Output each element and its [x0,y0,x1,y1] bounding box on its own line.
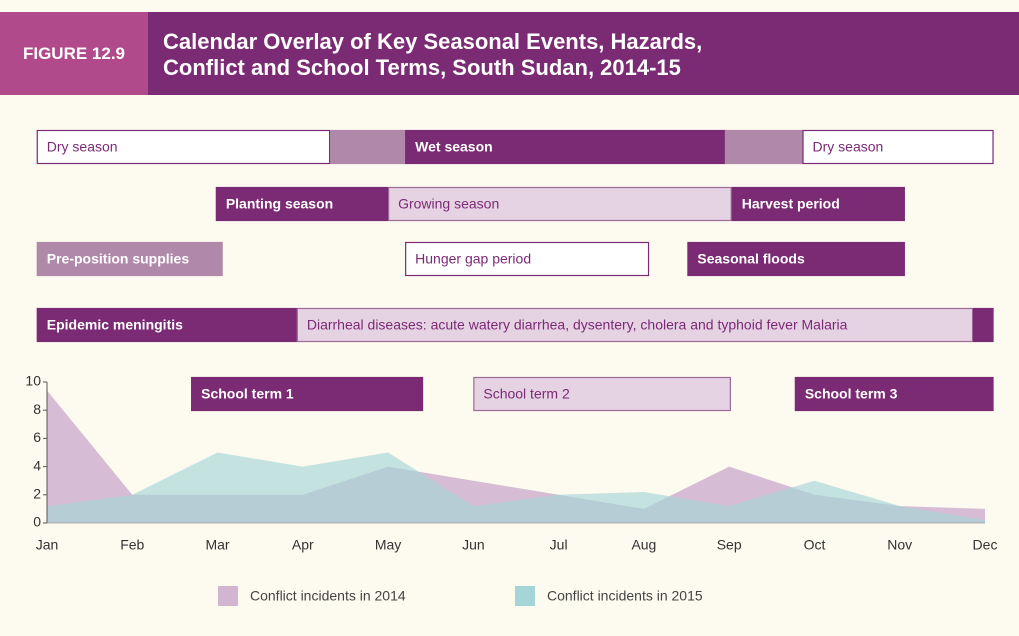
x-tick-label: Oct [804,537,826,553]
timeline-bar [36,129,331,165]
timeline-bar [724,129,803,165]
timeline-label: Harvest period [742,196,840,212]
timeline-bar [387,186,732,222]
legend-swatch [218,586,238,606]
x-tick-label: Jul [550,537,568,553]
y-tick-label: 10 [25,373,41,389]
y-tick-label: 4 [33,457,41,473]
timeline-bar [972,307,994,343]
timeline-bar [687,241,905,277]
x-tick-label: Jun [462,537,485,553]
timeline-label: Dry season [47,139,118,155]
timeline-label: Planting season [226,196,333,212]
x-tick-label: Sep [717,537,742,553]
x-tick-label: Nov [887,537,912,553]
figure-title-box: Calendar Overlay of Key Seasonal Events,… [148,12,1019,95]
legend-label: Conflict incidents in 2014 [250,588,406,604]
timeline-bar [473,376,731,412]
x-tick-label: Feb [120,537,144,553]
figure-title: Calendar Overlay of Key Seasonal Events,… [163,29,703,80]
timeline-bar [405,241,650,277]
timeline-label: Diarrheal diseases: acute watery diarrhe… [307,317,848,333]
timeline-label: School term 3 [805,386,898,402]
timeline-label: Dry season [813,139,884,155]
timeline-label: School term 1 [201,386,294,402]
x-tick-label: Dec [973,537,998,553]
timeline-bar [215,186,389,222]
timeline-label: Hunger gap period [415,251,531,267]
timeline-bar [794,376,994,412]
timeline-bar [405,129,726,165]
timeline-bar [296,307,974,343]
x-tick-label: Apr [292,537,314,553]
x-tick-label: Aug [631,537,656,553]
area [47,452,985,523]
timeline-label: Growing season [398,196,499,212]
timeline-bar [36,307,297,343]
x-tick-label: May [375,537,401,553]
x-tick-label: Mar [205,537,229,553]
timeline-label: Seasonal floods [697,251,805,267]
timeline-bar [330,129,406,165]
x-tick-label: Jan [36,537,59,553]
timeline-bar [36,241,223,277]
y-tick-label: 8 [33,401,41,417]
figure-label: FIGURE 12.9 [0,12,148,95]
y-tick-label: 2 [33,486,41,502]
area [47,390,985,523]
legend-swatch [515,586,535,606]
y-tick-label: 6 [33,429,41,445]
timeline-bar [191,376,424,412]
legend-label: Conflict incidents in 2015 [547,588,703,604]
timeline-label: Epidemic meningitis [47,317,183,333]
timeline-bar [802,129,994,165]
timeline-label: Pre-position supplies [47,251,190,267]
timeline-label: Wet season [415,139,493,155]
timeline-label: School term 2 [483,386,570,402]
timeline-bar [731,186,905,222]
y-tick-label: 0 [33,514,41,530]
